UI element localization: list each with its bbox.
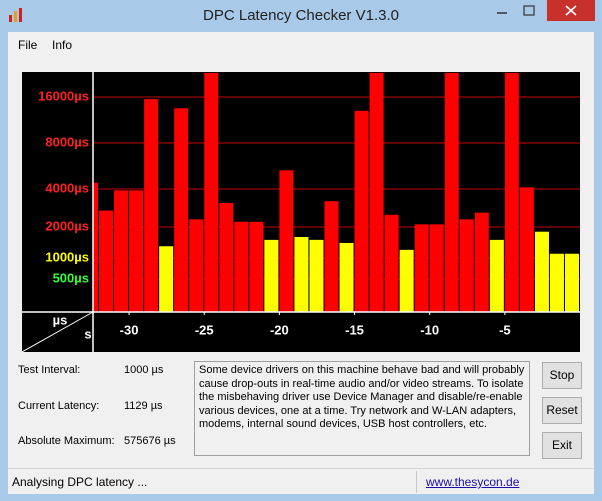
x-tick-label: -30 [120,322,139,337]
bar [519,187,534,312]
bar [99,210,114,312]
y-tick-label: 16000µs [38,88,89,103]
bar [369,72,384,312]
stat-value: 1000 µs [124,364,164,376]
x-tick-label: -15 [345,322,364,337]
bar [474,212,489,312]
bar [354,110,369,312]
bar [189,219,204,312]
stat-label: Absolute Maximum: [18,435,115,447]
y-tick-label: 2000µs [45,218,89,233]
website-link[interactable]: www.thesycon.de [426,475,520,489]
bar [249,221,264,312]
stop-button[interactable]: Stop [542,362,582,389]
bar [549,253,564,312]
bar [264,239,279,312]
stat-label: Test Interval: [18,364,81,376]
bar [204,72,219,312]
status-text: Analysing DPC latency ... [12,475,148,489]
exit-button[interactable]: Exit [542,432,582,459]
bar [414,224,429,312]
bar [93,182,99,312]
bar [129,190,144,312]
bar [279,170,294,312]
bar [459,219,474,312]
bar [114,190,129,312]
x-tick-label: -10 [420,322,439,337]
bar [564,253,579,312]
message-box: Some device drivers on this machine beha… [194,361,530,456]
title-bar: DPC Latency Checker V1.3.0 [0,0,602,32]
y-unit-label: µs [53,312,68,327]
reset-button[interactable]: Reset [542,397,582,424]
bar [339,242,354,312]
stat-value: 575676 µs [124,435,176,447]
bar [534,231,549,312]
bar [234,221,249,312]
bar [384,214,399,312]
y-tick-label: 4000µs [45,180,89,195]
bar [294,236,309,312]
bar [324,201,339,312]
stat-value: 1129 µs [124,400,163,412]
latency-chart: 500µs 1000µs 2000µs 4000µs 8000µs 16000µs µs s -… [22,72,580,353]
bar [504,72,519,312]
window-controls[interactable] [486,0,598,22]
status-separator [416,471,417,493]
window-title: DPC Latency Checker V1.3.0 [203,7,399,24]
y-tick-label: 8000µs [45,134,89,149]
status-bar: Analysing DPC latency ... www.thesycon.d… [8,468,594,495]
menu-item[interactable]: Info [52,38,73,52]
x-tick-label: -5 [499,322,511,337]
x-tick-label: -20 [270,322,289,337]
y-tick-label: 500µs [53,270,89,285]
bar [429,224,444,312]
bar [144,99,159,312]
bar [489,239,504,312]
menu-item[interactable]: File [18,38,38,52]
bar [444,72,459,312]
bar [159,246,174,312]
bar [309,239,324,312]
client-area: File Info 500µs 1000µs 2000µs 4000µs 8000µs 1… [8,32,594,494]
x-tick-label: -25 [195,322,214,337]
bar [219,202,234,312]
stat-label: Current Latency: [18,400,100,412]
x-unit-label: s [84,326,91,341]
bars [93,72,579,312]
y-tick-label: 1000µs [45,249,89,264]
corner-diagonal [22,311,94,353]
bar [399,249,414,312]
bar [174,108,189,312]
app-icon [9,8,22,22]
